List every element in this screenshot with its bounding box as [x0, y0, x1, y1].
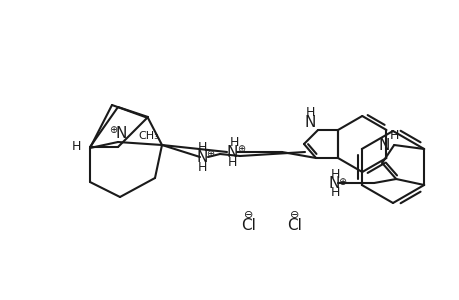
- Text: ⊕: ⊕: [206, 149, 213, 159]
- Text: CH₃: CH₃: [138, 131, 158, 141]
- Text: ⊕: ⊕: [337, 177, 346, 187]
- Text: N: N: [328, 176, 339, 190]
- Text: H: H: [229, 136, 238, 148]
- Text: Cl: Cl: [287, 218, 302, 232]
- Text: H: H: [71, 140, 80, 152]
- Text: H: H: [305, 106, 314, 118]
- Text: N: N: [115, 125, 126, 140]
- Text: ⊕: ⊕: [236, 144, 245, 154]
- Text: ⊕: ⊕: [109, 125, 117, 135]
- Text: H: H: [227, 155, 236, 169]
- Text: ⊖: ⊖: [290, 210, 299, 220]
- Text: ⊖: ⊖: [244, 210, 253, 220]
- Text: Cl: Cl: [241, 218, 256, 232]
- Text: H: H: [389, 128, 398, 142]
- Text: H: H: [330, 185, 339, 199]
- Text: H: H: [197, 140, 206, 154]
- Text: H: H: [197, 160, 206, 173]
- Text: N: N: [304, 115, 315, 130]
- Text: N: N: [226, 145, 237, 160]
- Text: N: N: [378, 137, 389, 152]
- Text: N: N: [196, 149, 207, 164]
- Text: H: H: [330, 167, 339, 181]
